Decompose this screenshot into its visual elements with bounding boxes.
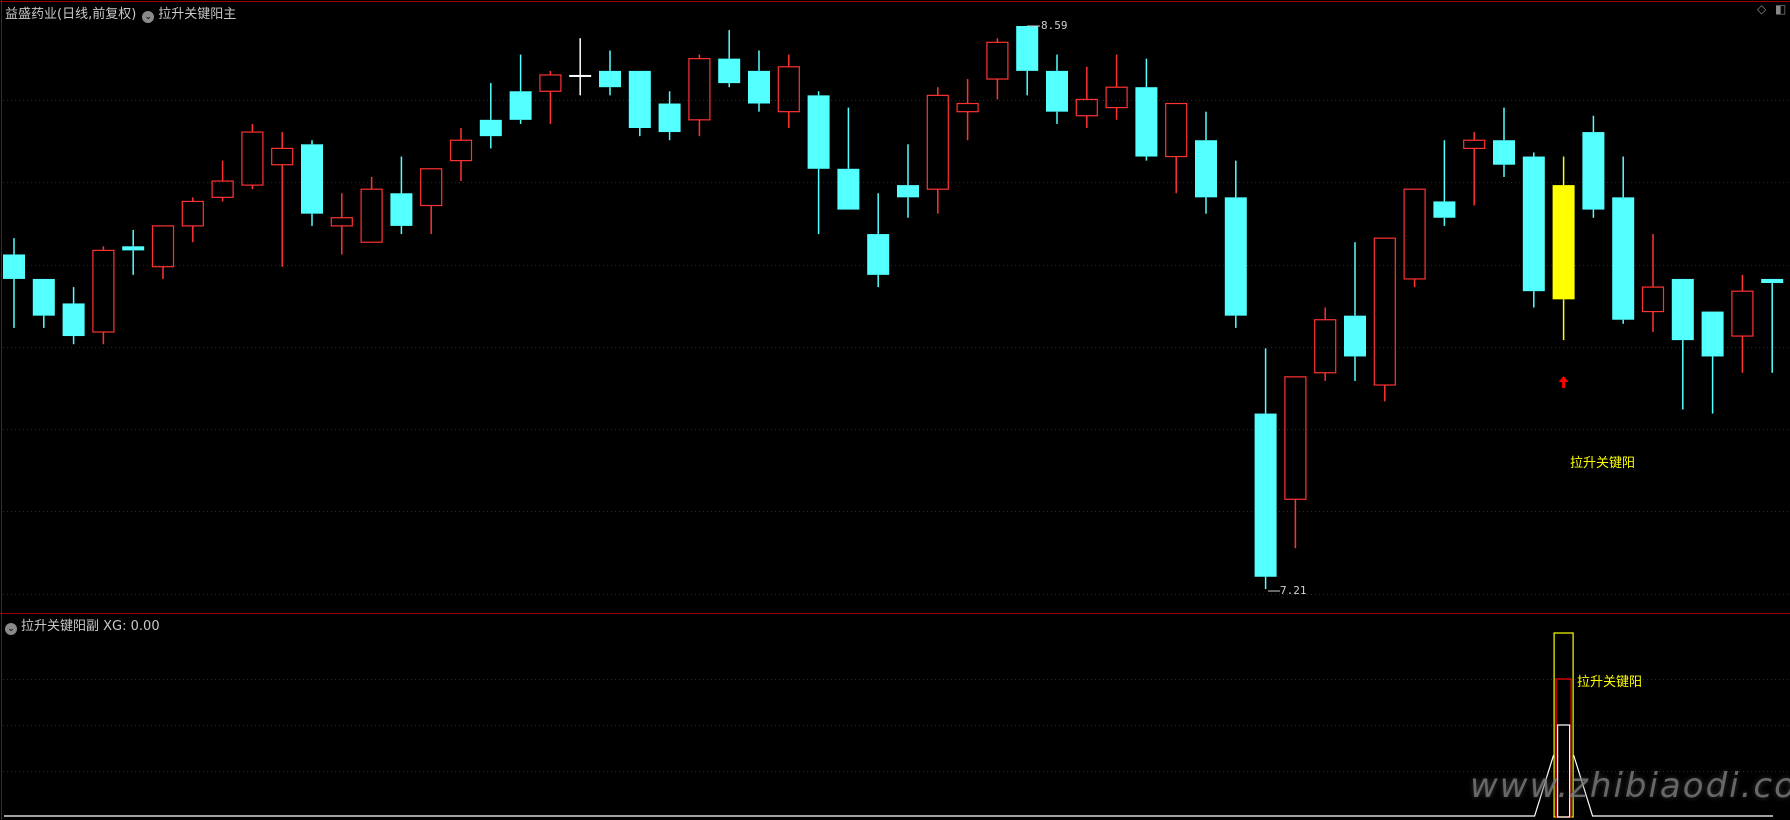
high-price-label: 8.59 [1041,19,1068,32]
candle-body-up [1403,188,1426,280]
candle-body-down [628,70,651,128]
candle-body-down [1612,197,1635,320]
diamond-icon[interactable]: ◇ [1757,2,1767,16]
sub-indicator-name[interactable]: 拉升关键阳副 [21,619,100,634]
candle-body-down [1016,26,1039,71]
chart-header: 益盛药业(日线,前复权) ⌄ 拉升关键阳主 [5,3,236,23]
candle-body-up [688,58,711,121]
candle-body-up [926,94,949,190]
candle-body-up [986,41,1009,80]
candle-body-up [151,225,175,268]
candle-body-down [748,70,770,104]
candle-body-down [1433,201,1456,218]
candle-body-down [599,70,621,88]
candle-body-signal [1552,185,1575,300]
stock-title: 益盛药业(日线,前复权) [5,7,137,22]
candle-body-down [390,193,413,226]
candle-body-up [1105,86,1128,109]
candle-body-down [897,185,919,198]
candle-body-down [1701,311,1724,357]
sub-signal-bar-white [1556,724,1571,818]
candle-body-up [1075,98,1098,117]
candle-body-down [1046,70,1068,112]
candle-body-up [956,102,979,113]
candle-body-down [32,278,55,316]
candle-body-up [181,200,204,227]
candle-body-up [1731,290,1754,337]
sub-line-right [1573,754,1773,817]
candle-body-down [1135,87,1158,157]
candle-body-up [1314,319,1337,374]
candle-body-up [449,139,473,162]
candle-body-down [1493,140,1515,165]
sub-panel-header: ⌄ 拉升关键阳副 XG: 0.00 [5,615,160,635]
candle-body-down [1254,413,1277,577]
candle-body-up [420,168,443,207]
candle-body-up [1373,237,1396,386]
candle-body-down [1344,315,1366,357]
candle-body-up [1463,139,1486,149]
candle-body-up [211,180,234,198]
candle-body-down [1224,197,1247,316]
candle-body-down [837,168,860,210]
candle-body-up [330,217,353,227]
sub-signal-label: 拉升关键阳 [1577,675,1643,690]
candle-body-up [1284,376,1307,500]
candle-body-up [777,66,800,113]
candle-body-down [658,103,681,133]
candle-body-down [479,119,502,137]
candle-body-down [569,74,592,77]
candle-body-up [360,188,383,243]
candle-body-down [1761,278,1784,284]
candle-body-down [1195,140,1217,198]
candle-body-up [1165,102,1188,158]
candle-body-down [1582,132,1605,210]
candle-body-down [718,58,741,84]
candle-body-down [1671,278,1694,341]
candle-body-up [539,74,562,92]
candle-body-down [62,303,85,337]
signal-up-arrow-icon [1558,376,1569,388]
candle-body-down [509,91,532,120]
chevron-down-circle-icon[interactable]: ⌄ [142,11,155,23]
low-price-label: 7.21 [1280,584,1307,597]
main-signal-label: 拉升关键阳 [1570,456,1636,471]
candle-body-down [867,234,890,275]
candle-body-up [271,147,294,166]
sub-line-left [4,754,1555,817]
candle-body-down [122,246,145,251]
candle-body-down [3,254,25,279]
xg-value: XG: 0.00 [103,619,160,634]
candle-body-up [1641,286,1665,313]
panel-toggle-icon[interactable]: ◧ [1775,2,1787,16]
chevron-down-circle-icon[interactable]: ⌄ [5,623,17,635]
candle-body-up [241,131,264,186]
candle-body-down [1522,156,1545,292]
candle-body-down [301,144,323,214]
watermark: www.zhibiaodi.com [1470,766,1790,806]
candle-body-down [807,95,830,169]
main-indicator-name[interactable]: 拉升关键阳主 [158,7,237,22]
candle-body-up [92,249,115,333]
